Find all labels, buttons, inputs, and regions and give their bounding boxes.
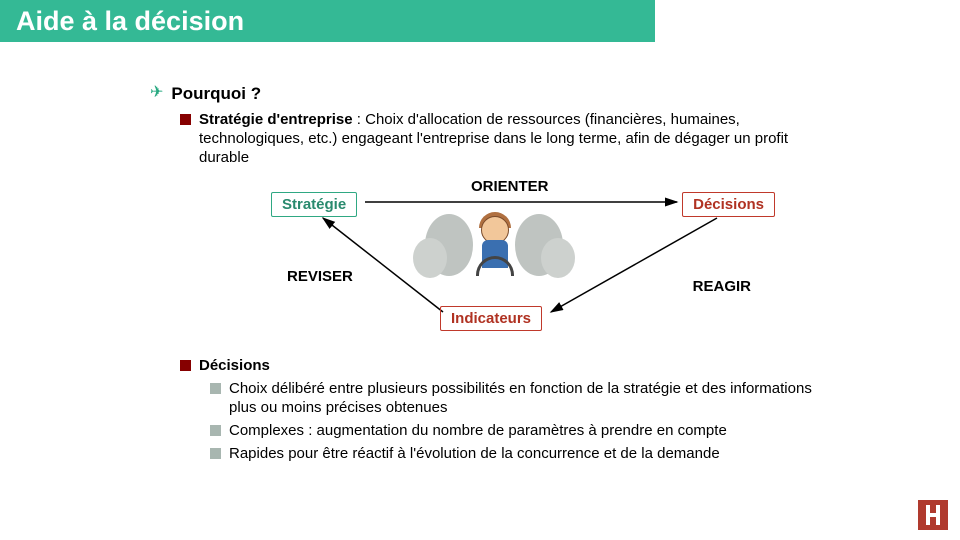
decisions-item-1: Complexes : augmentation du nombre de pa… bbox=[229, 421, 727, 440]
square-bullet-icon bbox=[180, 360, 191, 371]
node-decisions: Décisions bbox=[682, 192, 775, 217]
cycle-diagram: Stratégie Décisions Indicateurs ORIENTER… bbox=[215, 178, 775, 338]
pourquoi-heading: Pourquoi ? bbox=[171, 84, 261, 104]
node-decisions-label: Décisions bbox=[693, 196, 764, 213]
decisions-heading-label: Décisions bbox=[199, 357, 270, 374]
decisions-item-2: Rapides pour être réactif à l'évolution … bbox=[229, 444, 720, 463]
decisions-list: Choix délibéré entre plusieurs possibili… bbox=[210, 379, 840, 464]
page-title: Aide à la décision bbox=[16, 6, 244, 37]
decisions-item-0: Choix délibéré entre plusieurs possibili… bbox=[229, 379, 840, 417]
pourquoi-heading-row: ✈ Pourquoi ? bbox=[150, 84, 840, 104]
footer-logo-icon bbox=[918, 500, 948, 530]
content-area: ✈ Pourquoi ? Stratégie d'entreprise : Ch… bbox=[150, 84, 840, 468]
node-indicateurs-label: Indicateurs bbox=[451, 310, 531, 327]
strategie-text: Stratégie d'entreprise : Choix d'allocat… bbox=[199, 110, 840, 168]
square-bullet-icon bbox=[210, 448, 221, 459]
edge-label-reviser: REVISER bbox=[287, 268, 353, 285]
list-item: Choix délibéré entre plusieurs possibili… bbox=[210, 379, 840, 417]
decisions-heading: Décisions bbox=[199, 356, 270, 375]
slide: Aide à la décision ✈ Pourquoi ? Stratégi… bbox=[0, 0, 960, 540]
decisions-heading-row: Décisions bbox=[180, 356, 840, 375]
smoke-right2-icon bbox=[541, 238, 575, 278]
smoke-left2-icon bbox=[413, 238, 447, 278]
square-bullet-icon bbox=[210, 425, 221, 436]
square-bullet-icon bbox=[180, 114, 191, 125]
title-bar: Aide à la décision bbox=[0, 0, 655, 42]
node-strategie: Stratégie bbox=[271, 192, 357, 217]
edge-label-orienter: ORIENTER bbox=[471, 178, 549, 195]
list-item: Complexes : augmentation du nombre de pa… bbox=[210, 421, 840, 440]
strategie-item: Stratégie d'entreprise : Choix d'allocat… bbox=[180, 110, 840, 168]
strategie-label: Stratégie d'entreprise bbox=[199, 111, 353, 128]
list-item: Rapides pour être réactif à l'évolution … bbox=[210, 444, 840, 463]
node-strategie-label: Stratégie bbox=[282, 196, 346, 213]
arrow-right-icon: ✈ bbox=[150, 85, 163, 101]
node-indicateurs: Indicateurs bbox=[440, 306, 542, 331]
square-bullet-icon bbox=[210, 383, 221, 394]
edge-label-reagir: REAGIR bbox=[693, 278, 751, 295]
